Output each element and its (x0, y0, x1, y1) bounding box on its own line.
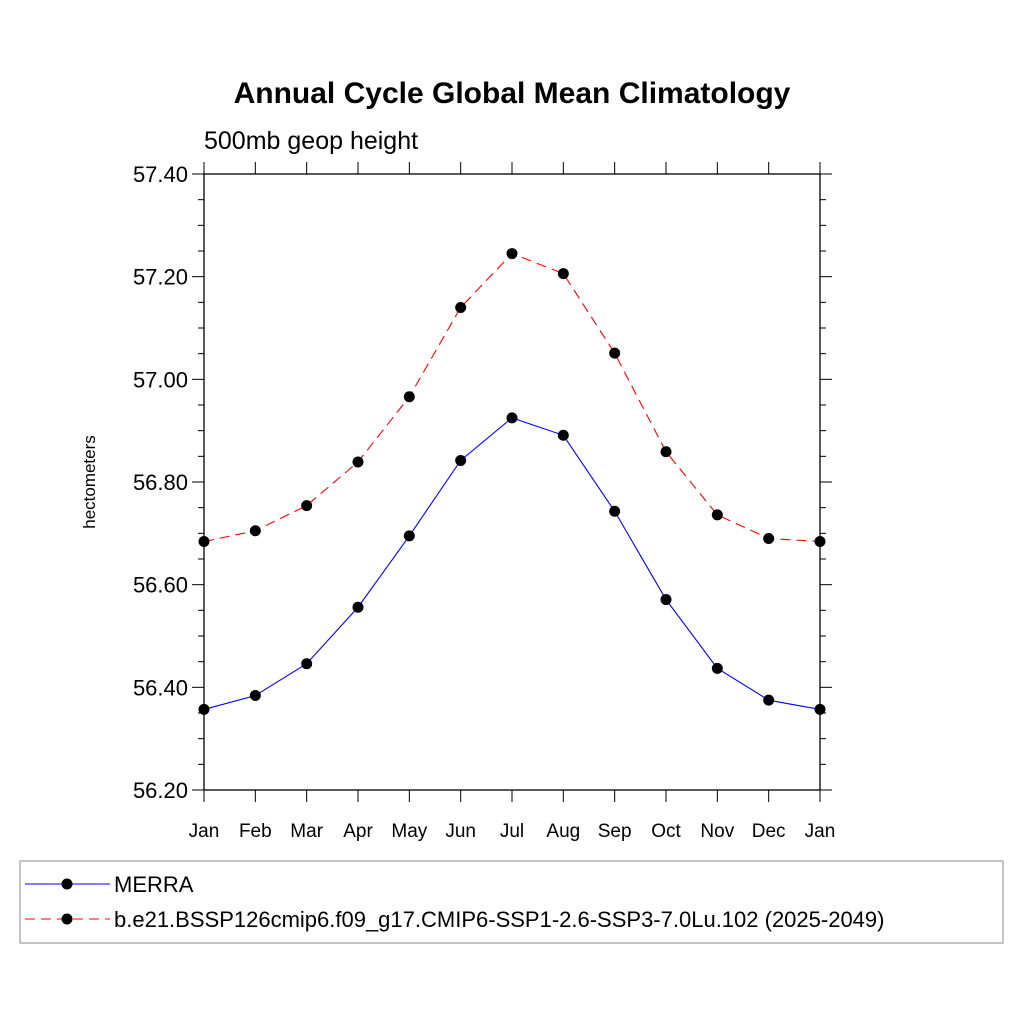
series-0-point (814, 703, 826, 715)
x-tick-label: Jun (445, 821, 476, 842)
y-tick-label: 57.00 (133, 367, 188, 392)
series-line-0 (203, 417, 821, 710)
series-1-point (301, 500, 313, 512)
series-1-point (814, 536, 826, 548)
y-tick-label: 57.40 (133, 162, 188, 187)
series-1-point (557, 268, 569, 280)
series-1-point (609, 347, 621, 359)
y-tick-label: 56.80 (133, 470, 188, 495)
series-0-point (609, 505, 621, 517)
series-1-point (249, 525, 261, 537)
legend-cesm-label: b.e21.BSSP126cmip6.f09_g17.CMIP6-SSP1-2.… (114, 907, 884, 932)
legend: MERRA b.e21.BSSP126cmip6.f09_g17.CMIP6-S… (19, 860, 1004, 944)
series-1-point (506, 248, 518, 260)
chart-subtitle: 500mb geop height (204, 127, 418, 155)
x-axis: Jan Feb Mar Apr May Jun Jul Aug Sep Oct Nov Dec Jan (189, 162, 836, 842)
series-1-point (763, 532, 775, 544)
y-tick-label: 56.40 (133, 675, 188, 700)
x-tick-label: Dec (752, 821, 786, 842)
y-tick-label: 56.20 (133, 778, 188, 803)
series-1-point (403, 391, 415, 403)
series-1-point (455, 301, 467, 313)
series-0-point (660, 594, 672, 606)
series-layer (198, 248, 826, 715)
x-tick-label: Feb (239, 821, 272, 842)
legend-item-merra: MERRA (25, 872, 194, 897)
series-line-1 (203, 252, 821, 543)
series-0-point (198, 703, 210, 715)
legend-merra-label: MERRA (114, 872, 194, 897)
x-tick-label: Nov (700, 821, 734, 842)
x-tick-label: Apr (343, 821, 373, 842)
x-tick-label: May (391, 821, 427, 842)
x-tick-label: Sep (598, 821, 632, 842)
legend-merra-marker (61, 878, 73, 890)
y-tick-label: 56.60 (133, 573, 188, 598)
x-tick-label: Oct (651, 821, 681, 842)
x-tick-label: Jan (805, 821, 836, 842)
x-tick-label: Jan (189, 821, 220, 842)
series-0-point (352, 601, 364, 613)
series-0-point (249, 690, 261, 702)
series-1-point (660, 446, 672, 458)
x-tick-label: Aug (546, 821, 580, 842)
legend-item-cesm: b.e21.BSSP126cmip6.f09_g17.CMIP6-SSP1-2.… (25, 907, 884, 932)
series-0-point (403, 530, 415, 542)
y-tick-label: 57.20 (133, 265, 188, 290)
series-1-point (352, 456, 364, 468)
series-1-point (198, 536, 210, 548)
plot-frame (203, 173, 821, 791)
series-1-point (711, 509, 723, 521)
series-0-point (301, 658, 313, 670)
series-0-point (763, 694, 775, 706)
x-tick-label: Jul (500, 821, 524, 842)
x-tick-label: Mar (290, 821, 323, 842)
series-0-point (557, 429, 569, 441)
y-axis-label: hectometers (80, 435, 99, 529)
series-0-point (711, 662, 723, 674)
legend-box (19, 860, 1004, 944)
series-0-point (455, 454, 467, 466)
chart-title: Annual Cycle Global Mean Climatology (234, 77, 791, 110)
y-axis: 56.20 56.40 56.60 56.80 57.00 57.20 57.40 (133, 162, 832, 803)
series-0-point (506, 412, 518, 424)
legend-cesm-marker (61, 913, 73, 925)
